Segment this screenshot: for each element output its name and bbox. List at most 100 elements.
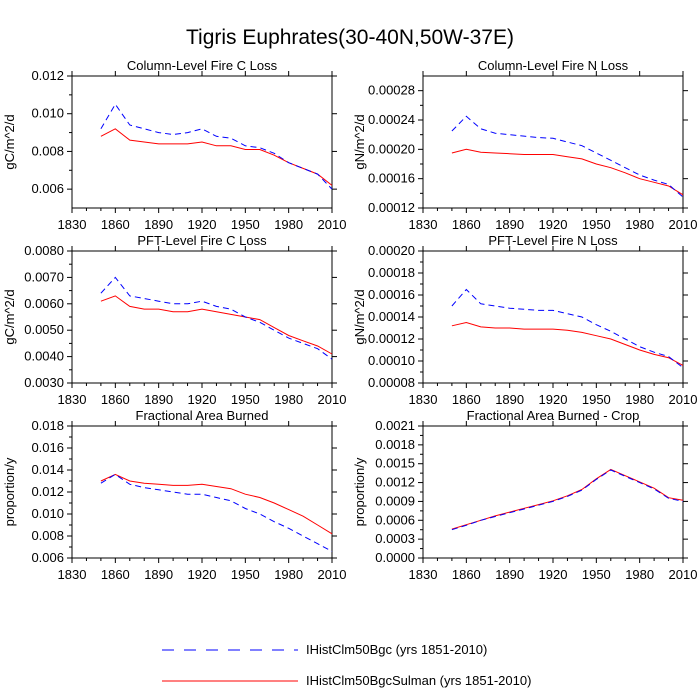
panel-2: Column-Level Fire N Loss 1830 1860 1890 1920… (352, 58, 697, 232)
series-line-2 (100, 128, 333, 186)
x-tick-label: 1890 (495, 392, 524, 407)
y-axis-label: gN/m^2/d (352, 289, 367, 344)
x-tick-label: 1950 (231, 392, 260, 407)
panel-3: PFT-Level Fire C Loss 1830 1860 1890 1920 195… (2, 233, 346, 407)
y-tick-label: 0.00024 (368, 112, 415, 127)
x-tick-label: 2010 (318, 217, 347, 232)
y-tick-label: 0.00012 (368, 331, 415, 346)
y-tick-label: 0.00016 (368, 171, 415, 186)
y-tick-label: 0.014 (31, 462, 64, 477)
series-line-2 (451, 321, 684, 366)
y-tick-label: 0.0006 (375, 512, 415, 527)
y-tick-label: 0.0050 (24, 322, 64, 337)
y-tick-label: 0.00012 (368, 200, 415, 215)
x-tick-label: 2010 (669, 217, 698, 232)
x-tick-label: 1980 (625, 392, 654, 407)
y-tick-label: 0.00020 (368, 141, 415, 156)
x-tick-label: 1890 (144, 567, 173, 582)
x-tick-label: 2010 (669, 567, 698, 582)
y-tick-label: 0.0000 (375, 550, 415, 565)
x-tick-label: 1980 (274, 567, 303, 582)
y-tick-label: 0.018 (31, 418, 64, 433)
y-tick-label: 0.0018 (375, 437, 415, 452)
x-tick-label: 1950 (231, 217, 260, 232)
x-tick-label: 1950 (582, 217, 611, 232)
panel-1: Column-Level Fire C Loss 1830 1860 1890 1920… (2, 58, 346, 232)
plot-frame (71, 425, 333, 559)
panel-title: Fractional Area Burned (136, 408, 269, 423)
panel-4: PFT-Level Fire N Loss 1830 1860 1890 1920 195… (352, 233, 697, 407)
y-tick-label: 0.0012 (375, 475, 415, 490)
y-tick-label: 0.0070 (24, 269, 64, 284)
x-tick-label: 1980 (274, 392, 303, 407)
series-line-1 (451, 469, 684, 531)
series-line-2 (451, 468, 684, 530)
series-line-2 (100, 295, 333, 355)
x-tick-label: 1830 (58, 567, 87, 582)
y-tick-label: 0.0080 (24, 243, 64, 258)
x-tick-label: 1890 (144, 392, 173, 407)
y-axis-label: proportion/y (2, 457, 17, 526)
y-tick-label: 0.008 (31, 528, 64, 543)
legend: IHistClm50Bgc (yrs 1851-2010) IHistClm50… (162, 642, 531, 688)
y-axis-label: gC/m^2/d (2, 289, 17, 344)
y-axis-label: gC/m^2/d (2, 114, 17, 169)
x-tick-label: 1980 (625, 217, 654, 232)
y-tick-label: 0.00020 (368, 243, 415, 258)
x-tick-label: 2010 (318, 567, 347, 582)
x-tick-label: 1860 (452, 392, 481, 407)
panel-6: Fractional Area Burned - Crop 1830 1860 189… (352, 408, 697, 582)
y-tick-label: 0.006 (31, 181, 64, 196)
y-tick-label: 0.012 (31, 484, 64, 499)
y-tick-label: 0.006 (31, 550, 64, 565)
x-tick-label: 1920 (539, 567, 568, 582)
x-tick-label: 1830 (409, 217, 438, 232)
legend-label-series-1: IHistClm50Bgc (yrs 1851-2010) (306, 642, 487, 657)
x-tick-label: 1950 (582, 567, 611, 582)
y-tick-label: 0.016 (31, 440, 64, 455)
x-tick-label: 1950 (231, 567, 260, 582)
y-tick-label: 0.00008 (368, 375, 415, 390)
y-tick-label: 0.00014 (368, 309, 415, 324)
x-tick-label: 1950 (582, 392, 611, 407)
plot-frame (422, 425, 684, 559)
plot-frame (422, 250, 684, 384)
series-line-1 (100, 103, 333, 190)
x-tick-label: 1920 (539, 217, 568, 232)
x-tick-label: 1860 (452, 567, 481, 582)
y-tick-label: 0.010 (31, 506, 64, 521)
y-tick-label: 0.010 (31, 106, 64, 121)
x-tick-label: 1920 (188, 567, 217, 582)
panel-title: Fractional Area Burned - Crop (467, 408, 640, 423)
y-axis-label: proportion/y (352, 457, 367, 526)
y-tick-label: 0.0030 (24, 375, 64, 390)
x-tick-label: 1830 (409, 392, 438, 407)
series-line-1 (100, 276, 333, 360)
y-tick-label: 0.00018 (368, 265, 415, 280)
x-tick-label: 1860 (101, 392, 130, 407)
y-tick-label: 0.0021 (375, 418, 415, 433)
y-tick-label: 0.0003 (375, 531, 415, 546)
y-tick-label: 0.012 (31, 68, 64, 83)
x-tick-label: 1830 (58, 392, 87, 407)
y-tick-label: 0.0009 (375, 493, 415, 508)
y-tick-label: 0.0040 (24, 349, 64, 364)
x-tick-label: 1890 (495, 217, 524, 232)
x-tick-label: 1980 (274, 217, 303, 232)
x-tick-label: 1980 (625, 567, 654, 582)
plot-frame (422, 75, 684, 209)
x-tick-label: 1860 (452, 217, 481, 232)
legend-label-series-2: IHistClm50BgcSulman (yrs 1851-2010) (306, 673, 531, 688)
x-tick-label: 1830 (409, 567, 438, 582)
x-tick-label: 2010 (669, 392, 698, 407)
y-axis-label: gN/m^2/d (352, 114, 367, 169)
x-tick-label: 1920 (188, 392, 217, 407)
y-tick-label: 0.00028 (368, 83, 415, 98)
x-tick-label: 2010 (318, 392, 347, 407)
y-tick-label: 0.008 (31, 143, 64, 158)
x-tick-label: 1830 (58, 217, 87, 232)
series-line-1 (451, 288, 684, 368)
figure-title: Tigris Euphrates(30-40N,50W-37E) (186, 26, 514, 49)
x-tick-label: 1860 (101, 567, 130, 582)
